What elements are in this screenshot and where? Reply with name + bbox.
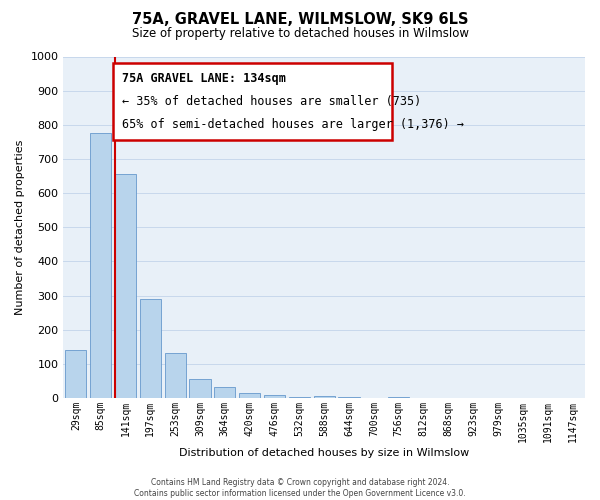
X-axis label: Distribution of detached houses by size in Wilmslow: Distribution of detached houses by size … xyxy=(179,448,469,458)
Text: 75A, GRAVEL LANE, WILMSLOW, SK9 6LS: 75A, GRAVEL LANE, WILMSLOW, SK9 6LS xyxy=(132,12,468,28)
FancyBboxPatch shape xyxy=(113,64,392,140)
Bar xyxy=(264,396,285,398)
Bar xyxy=(65,350,86,398)
Bar xyxy=(289,397,310,398)
Bar xyxy=(164,352,186,398)
Bar xyxy=(338,397,359,398)
Bar xyxy=(314,396,335,398)
Bar xyxy=(115,174,136,398)
Text: Contains HM Land Registry data © Crown copyright and database right 2024.
Contai: Contains HM Land Registry data © Crown c… xyxy=(134,478,466,498)
Y-axis label: Number of detached properties: Number of detached properties xyxy=(15,140,25,315)
Bar xyxy=(90,134,111,398)
Text: 75A GRAVEL LANE: 134sqm: 75A GRAVEL LANE: 134sqm xyxy=(122,72,286,85)
Text: Size of property relative to detached houses in Wilmslow: Size of property relative to detached ho… xyxy=(131,28,469,40)
Bar xyxy=(140,299,161,398)
Bar xyxy=(388,396,409,398)
Text: ← 35% of detached houses are smaller (735): ← 35% of detached houses are smaller (73… xyxy=(122,95,422,108)
Text: 65% of semi-detached houses are larger (1,376) →: 65% of semi-detached houses are larger (… xyxy=(122,118,464,132)
Bar xyxy=(214,387,235,398)
Bar xyxy=(190,378,211,398)
Bar xyxy=(239,393,260,398)
